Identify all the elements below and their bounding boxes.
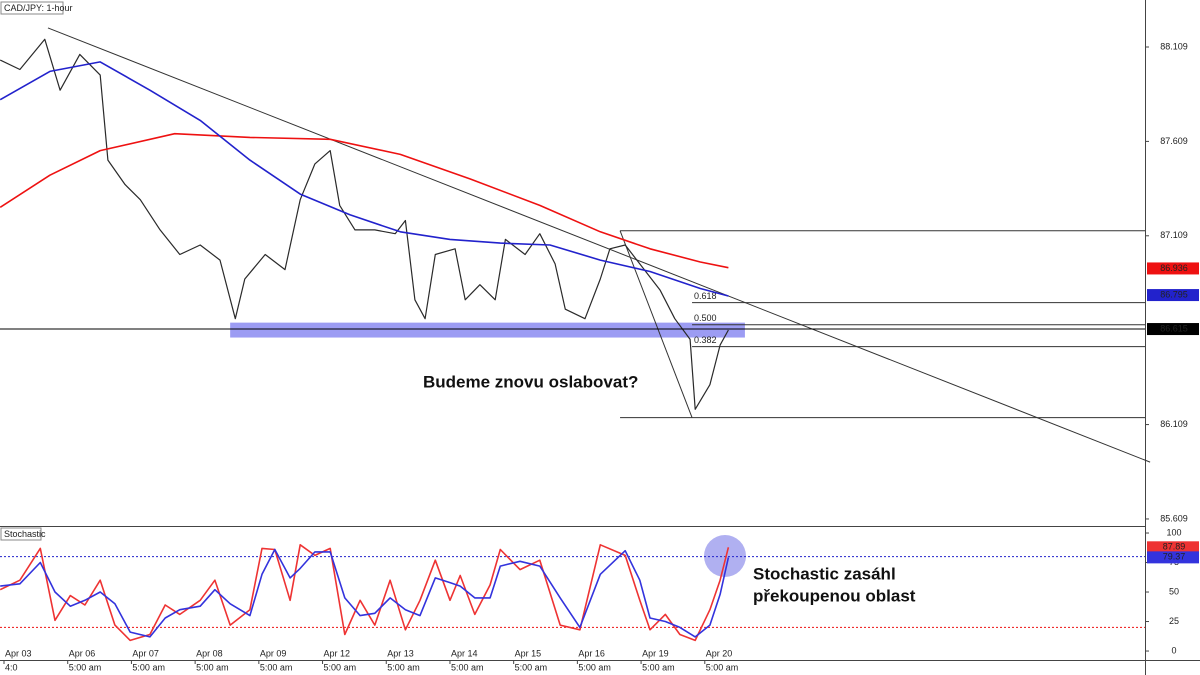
x-tick-sublabel: 5:00 am: [69, 662, 102, 672]
price-label: 86.615: [1160, 323, 1188, 333]
price-label-box: [1147, 323, 1199, 336]
support-zone: [230, 322, 745, 338]
value-label-box: [1147, 551, 1199, 564]
fib-diagonal: [619, 230, 693, 418]
series-line: [0, 132, 729, 269]
value-label: 87.89: [1163, 542, 1186, 552]
x-tick-sublabel: 5:00 am: [578, 662, 611, 672]
highlight-circle: [704, 535, 746, 577]
series-line: [0, 38, 729, 410]
x-tick-sublabel: 5:00 am: [451, 662, 484, 672]
x-tick-label: Apr 15: [515, 648, 542, 658]
price-label-box: [1147, 289, 1199, 302]
x-tick-label: Apr 14: [451, 648, 478, 658]
x-tick-sublabel: 5:00 am: [515, 662, 548, 672]
x-tick-label: Apr 07: [132, 648, 159, 658]
y-tick-label: 88.109: [1160, 41, 1188, 51]
x-tick-sublabel: 5:00 am: [642, 662, 675, 672]
annotation: Stochastic zasáhl: [753, 564, 896, 583]
fib-label: 0.618: [694, 291, 717, 301]
series-line: [0, 544, 730, 642]
y-tick-label: 50: [1169, 586, 1179, 596]
y-tick-label: 0: [1171, 645, 1176, 655]
y-tick-label: 100: [1166, 527, 1181, 537]
x-tick-sublabel: 5:00 am: [387, 662, 420, 672]
value-label-box: [1147, 541, 1199, 554]
y-tick-label: 85.609: [1160, 513, 1188, 523]
fib-label: 0.500: [694, 313, 717, 323]
x-tick-sublabel: 4:0: [5, 662, 18, 672]
x-tick-label: Apr 06: [69, 648, 96, 658]
price-label: 86.936: [1160, 263, 1188, 273]
annotation: překoupenou oblast: [753, 586, 916, 605]
x-tick-sublabel: 5:00 am: [324, 662, 357, 672]
y-tick-label: 87.609: [1160, 136, 1188, 146]
x-tick-label: Apr 20: [706, 648, 733, 658]
series-line: [0, 61, 729, 297]
x-tick-sublabel: 5:00 am: [132, 662, 165, 672]
x-tick-sublabel: 5:00 am: [196, 662, 229, 672]
x-tick-label: Apr 08: [196, 648, 223, 658]
annotation: Budeme znovu oslabovat?: [423, 372, 638, 391]
trendline: [47, 27, 1151, 463]
panel-title-box: [0, 527, 42, 541]
x-tick-label: Apr 03: [5, 648, 32, 658]
y-tick-label: 87.109: [1160, 230, 1188, 240]
x-tick-label: Apr 13: [387, 648, 414, 658]
value-label: 79.37: [1163, 552, 1186, 562]
x-tick-label: Apr 12: [324, 648, 351, 658]
y-tick-label: 25: [1169, 616, 1179, 626]
y-tick-label: 86.109: [1160, 419, 1188, 429]
price-label: 86.795: [1160, 289, 1188, 299]
x-tick-sublabel: 5:00 am: [706, 662, 739, 672]
price-label-box: [1147, 262, 1199, 275]
panel-title: Stochastic: [4, 529, 46, 539]
x-tick-label: Apr 09: [260, 648, 287, 658]
fib-label: 0.382: [694, 335, 717, 345]
chart-title: CAD/JPY: 1-hour: [4, 3, 73, 13]
x-tick-label: Apr 19: [642, 648, 669, 658]
x-tick-label: Apr 16: [578, 648, 605, 658]
series-line: [0, 548, 730, 638]
x-tick-sublabel: 5:00 am: [260, 662, 293, 672]
title-box: [0, 1, 64, 15]
